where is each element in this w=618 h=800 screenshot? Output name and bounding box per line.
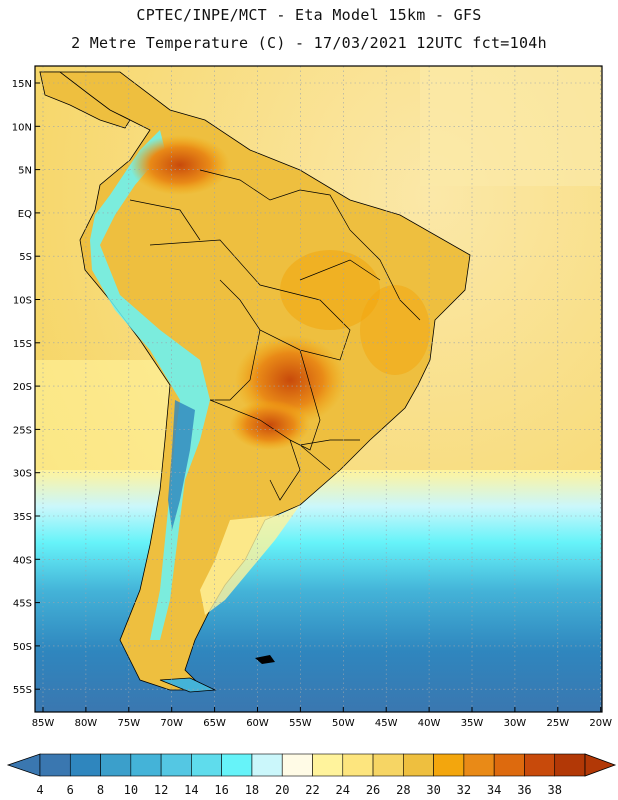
colorbar-swatch bbox=[281, 753, 313, 777]
lat-label: 30S bbox=[13, 469, 32, 480]
colorbar-swatch bbox=[554, 753, 586, 777]
map-border bbox=[34, 65, 603, 713]
colorbar-level-label: 30 bbox=[426, 783, 441, 797]
lon-label: 85W bbox=[32, 718, 55, 729]
colorbar-swatch bbox=[524, 753, 556, 777]
colorbar-level-label: 14 bbox=[184, 783, 199, 797]
colorbar-min-arrow bbox=[6, 753, 41, 777]
lon-label: 70W bbox=[160, 718, 183, 729]
lat-label: 50S bbox=[13, 642, 32, 653]
colorbar-level-label: 6 bbox=[66, 783, 74, 797]
lon-label: 65W bbox=[203, 718, 226, 729]
colorbar-swatch bbox=[100, 753, 132, 777]
lat-label: 40S bbox=[13, 555, 32, 566]
lon-label: 45W bbox=[375, 718, 398, 729]
colorbar-level-label: 26 bbox=[365, 783, 381, 797]
lon-label: 25W bbox=[546, 718, 569, 729]
colorbar-level-label: 28 bbox=[396, 783, 411, 797]
colorbar-level-label: 18 bbox=[244, 783, 260, 797]
colorbar-swatch bbox=[251, 753, 283, 777]
colorbar-swatch bbox=[160, 753, 192, 777]
colorbar-level-label: 8 bbox=[96, 783, 105, 797]
lat-label: 55S bbox=[13, 685, 32, 696]
map-title-line2: 2 Metre Temperature (C) - 17/03/2021 12U… bbox=[71, 34, 547, 52]
lon-label: 80W bbox=[75, 718, 98, 729]
colorbar-swatch bbox=[39, 753, 71, 777]
lon-label: 35W bbox=[461, 718, 484, 729]
map-frame bbox=[35, 66, 602, 712]
lat-label: 45S bbox=[13, 599, 32, 610]
colorbar-swatch bbox=[191, 753, 222, 777]
lon-label: 50W bbox=[332, 718, 355, 729]
lat-label: 5N bbox=[18, 166, 32, 177]
colorbar-level-label: 10 bbox=[123, 783, 139, 797]
lat-label: EQ bbox=[18, 209, 32, 220]
south-america-land bbox=[39, 71, 471, 693]
colorbar-swatch bbox=[69, 753, 101, 777]
lat-label: 15S bbox=[13, 339, 32, 350]
colorbar-swatch bbox=[221, 753, 253, 777]
map-title-line1: CPTEC/INPE/MCT - Eta Model 15km - GFS bbox=[136, 6, 482, 24]
colorbar-level-label: 34 bbox=[486, 783, 502, 797]
colorbar-swatch bbox=[342, 753, 374, 777]
colorbar-swatch bbox=[130, 753, 162, 777]
colorbar-level-label: 20 bbox=[274, 783, 290, 797]
lat-label: 5S bbox=[19, 252, 32, 263]
lat-label: 10S bbox=[13, 296, 32, 307]
colorbar-swatch bbox=[433, 753, 465, 777]
lat-label: 35S bbox=[13, 512, 32, 523]
colorbar-max-arrow bbox=[584, 753, 617, 777]
colorbar-level-label: 12 bbox=[153, 783, 169, 797]
lon-label: 30W bbox=[504, 718, 527, 729]
colorbar-level-label: 36 bbox=[517, 783, 532, 797]
lon-label: 55W bbox=[289, 718, 312, 729]
lon-label: 75W bbox=[117, 718, 140, 729]
colorbar-swatch bbox=[463, 753, 495, 777]
graticule bbox=[35, 66, 602, 712]
lat-label: 15N bbox=[12, 79, 32, 90]
colorbar-swatch bbox=[403, 753, 434, 777]
colorbar-level-label: 16 bbox=[214, 783, 229, 797]
lat-label: 20S bbox=[13, 382, 32, 393]
colorbar-level-label: 24 bbox=[335, 783, 350, 797]
lat-label: 25S bbox=[13, 425, 32, 436]
lon-label: 20W bbox=[589, 718, 612, 729]
colorbar-swatch bbox=[493, 753, 525, 777]
longitude-labels: 85W 80W 75W 70W 65W 60W 55W 50W 45W 40W 35W 30W 25W 2… bbox=[32, 707, 612, 729]
lon-label: 40W bbox=[418, 718, 441, 729]
colorbar-level-label: 22 bbox=[305, 783, 320, 797]
colorbar-level-label: 4 bbox=[36, 783, 44, 797]
lat-label: 10N bbox=[12, 122, 32, 133]
colorbar bbox=[6, 753, 617, 777]
colorbar-swatch bbox=[372, 753, 404, 777]
latitude-labels: 15N 10N 5N EQ 5S 10S 15S 20S 25S 30S 35S 40S 45S 50S 5… bbox=[12, 79, 40, 696]
lon-label: 60W bbox=[246, 718, 269, 729]
colorbar-level-label: 32 bbox=[456, 783, 472, 797]
colorbar-level-label: 38 bbox=[547, 783, 562, 797]
colorbar-swatch bbox=[312, 753, 344, 777]
